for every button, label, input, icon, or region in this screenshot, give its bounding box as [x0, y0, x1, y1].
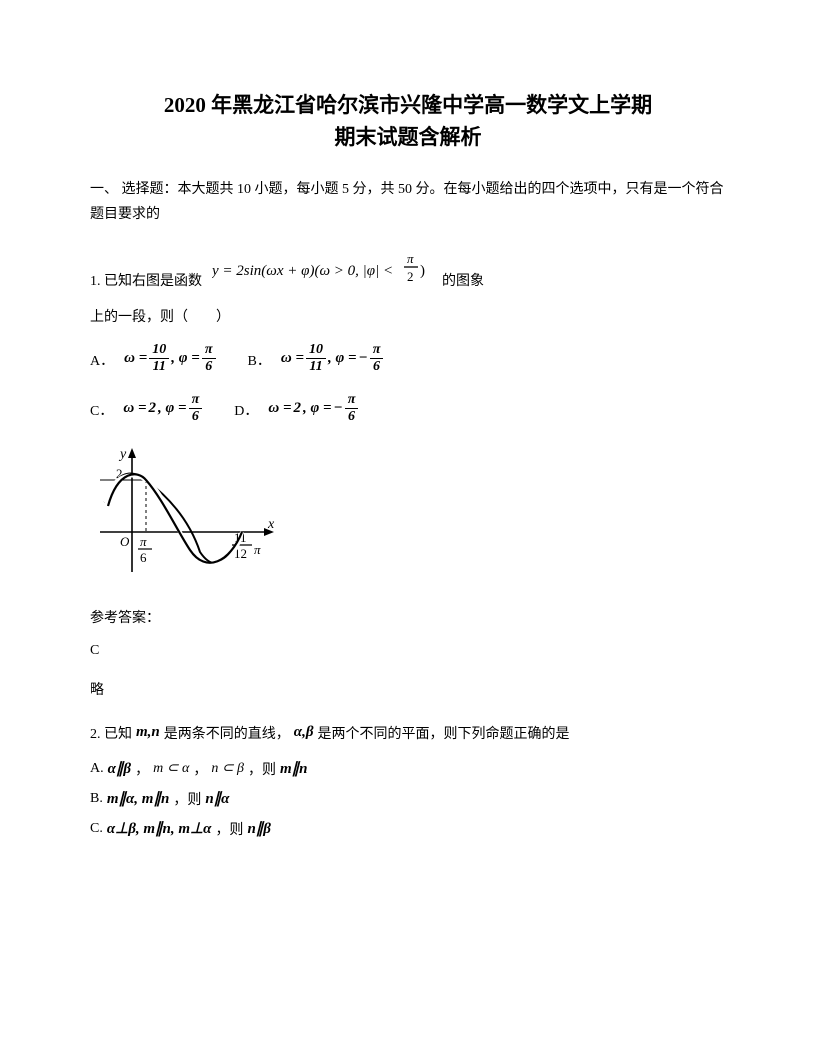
- q1-option-d: D． ω = 2, φ = − π6: [234, 392, 358, 424]
- q1-a-expr: ω = 1011 , φ = π6: [124, 342, 215, 374]
- q1-option-b: B． ω = 1011 , φ = − π6: [248, 342, 384, 374]
- svg-text:6: 6: [140, 550, 147, 565]
- option-label-d: D．: [234, 400, 258, 424]
- q1-b-expr: ω = 1011 , φ = − π6: [281, 342, 383, 374]
- graph-origin: O: [120, 534, 130, 549]
- q1-options-row-1: A． ω = 1011 , φ = π6 B． ω = 1011 , φ = −…: [90, 342, 726, 374]
- q1-option-c: C． ω = 2, φ = π6: [90, 392, 202, 424]
- title-line-1: 2020 年黑龙江省哈尔滨市兴隆中学高一数学文上学期: [90, 90, 726, 122]
- question-1: 1. 已知右图是函数 y = 2sin(ωx + φ)(ω > 0, |φ| <…: [90, 247, 726, 699]
- q1-prefix: 1. 已知右图是函数: [90, 270, 202, 290]
- answer-label: 参考答案：: [90, 607, 726, 627]
- graph-x-label: x: [267, 517, 275, 532]
- q1-option-a: A． ω = 1011 , φ = π6: [90, 342, 216, 374]
- q1-graph: y x 2 O π 6 11 12 π: [90, 442, 726, 587]
- option-label-b: B．: [248, 350, 271, 374]
- svg-text:2: 2: [407, 269, 414, 284]
- answer-value: C: [90, 643, 726, 659]
- page-title: 2020 年黑龙江省哈尔滨市兴隆中学高一数学文上学期 期末试题含解析: [90, 90, 726, 153]
- section-header: 一、 选择题：本大题共 10 小题，每小题 5 分，共 50 分。在每小题给出的…: [90, 177, 726, 227]
- option-label-c: C．: [90, 400, 113, 424]
- graph-y-label: y: [118, 447, 127, 462]
- svg-text:): ): [420, 263, 425, 279]
- title-line-2: 期末试题含解析: [90, 122, 726, 154]
- q1-options-row-2: C． ω = 2, φ = π6 D． ω = 2, φ = − π6: [90, 392, 726, 424]
- svg-text:π: π: [140, 534, 147, 549]
- answer-lue: 略: [90, 679, 726, 699]
- q2-option-c: C. α⊥β, m∥n, m⊥α ，则 n∥β: [90, 819, 726, 839]
- q1-d-expr: ω = 2, φ = − π6: [268, 392, 358, 424]
- q1-line1: 1. 已知右图是函数 y = 2sin(ωx + φ)(ω > 0, |φ| <…: [90, 247, 726, 290]
- q2-option-b: B. m∥α, m∥n ，则 n∥α: [90, 789, 726, 809]
- q1-line2: 上的一段，则（ ）: [90, 306, 726, 326]
- q2-option-a: A. α∥β ， m ⊂ α ， n ⊂ β ，则 m∥n: [90, 759, 726, 779]
- q1-formula: y = 2sin(ωx + φ)(ω > 0, |φ| < π 2 ): [212, 247, 432, 290]
- svg-text:π: π: [407, 251, 414, 266]
- q1-c-expr: ω = 2, φ = π6: [123, 392, 202, 424]
- question-2: 2. 已知 m,n 是两条不同的直线， α,β 是两个不同的平面，则下列命题正确…: [90, 723, 726, 839]
- svg-text:π: π: [254, 542, 261, 557]
- q2-stem: 2. 已知 m,n 是两条不同的直线， α,β 是两个不同的平面，则下列命题正确…: [90, 723, 726, 743]
- q1-suffix: 的图象: [442, 270, 484, 290]
- option-label-a: A．: [90, 350, 114, 374]
- svg-text:y = 2sin(ωx + φ)(ω > 0, |φ| <: y = 2sin(ωx + φ)(ω > 0, |φ| <: [212, 263, 393, 279]
